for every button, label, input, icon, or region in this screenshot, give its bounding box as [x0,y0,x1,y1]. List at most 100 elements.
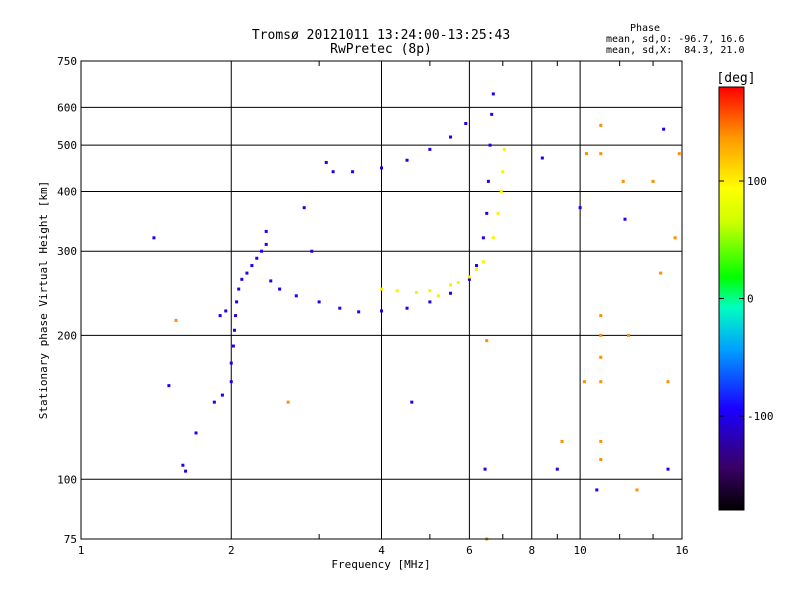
echo-point-o [269,279,273,283]
echo-point-scattered [599,333,603,337]
echo-point-x [456,281,460,285]
chart-title: Tromsø 20121011 13:24:00-13:25:43 [252,28,510,43]
echo-point-o [662,127,666,131]
echo-point-x [380,287,383,291]
echo-point-o [331,170,335,174]
echo-point-o [481,236,485,240]
echo-point-x [491,236,495,240]
echo-point-o [428,147,432,151]
echo-point-o [255,256,259,260]
echo-point-scattered [174,318,178,322]
echo-point-o [220,393,224,397]
y-tick-label: 300 [57,245,77,258]
echo-point-x [496,211,500,215]
echo-point-scattered [651,179,655,183]
echo-point-x [499,189,503,193]
echo-point-o [231,344,235,348]
echo-point-o [302,206,306,210]
echo-point-o [260,249,264,253]
echo-point-o [152,236,156,240]
phase-header-title: Phase [630,23,660,34]
x-tick-label: 10 [573,544,586,557]
colorbar-ticks: 100 0 -100 [719,175,774,423]
echo-point-o [317,300,321,304]
echo-point-o [351,170,355,174]
x-tick-label: 2 [228,544,235,557]
echo-point-o [491,92,495,96]
echo-point-o [483,467,487,471]
echo-point-x [502,147,506,151]
echo-point-o [240,277,244,281]
echo-point-scattered [599,314,603,318]
echo-point-o [167,384,171,388]
echo-point-x [414,290,418,294]
echo-point-scattered [635,488,639,492]
echo-point-o [237,287,241,291]
echo-point-o [490,112,494,116]
echo-point-o [250,264,254,268]
echo-point-o [410,400,414,404]
plot-frame [80,60,683,540]
echo-point-x [474,267,478,271]
echo-point-o [380,309,383,313]
colorbar-tick-label: 0 [747,293,754,306]
echo-point-o [181,463,185,467]
x-tick-label: 1 [78,544,85,557]
echo-point-scattered [659,271,663,275]
echo-point-o [449,135,453,139]
phase-header-x: mean, sd,X: 84.3, 21.0 [606,45,744,56]
echo-point-scattered [599,457,603,461]
y-tick-label: 500 [57,139,77,152]
echo-point-o [229,361,233,365]
y-tick-label: 75 [64,533,77,546]
echo-point-scattered [599,439,603,443]
data-points [152,92,681,541]
echo-point-o [449,291,453,295]
echo-point-o [232,328,236,332]
x-axis-ticks: 1 2 4 6 8 10 16 [78,61,689,557]
echo-point-x [481,260,485,264]
echo-point-o [294,294,298,298]
echo-point-o [278,287,282,291]
echo-point-o [229,380,233,384]
echo-point-o [666,467,670,471]
echo-point-o [405,306,409,310]
y-tick-label: 100 [57,473,77,486]
echo-point-o [488,143,492,147]
echo-point-o [245,271,249,275]
echo-point-o [235,300,239,304]
echo-point-o [474,264,478,268]
echo-point-x [467,275,471,279]
echo-point-o [428,300,432,304]
phase-header-o: mean, sd,O: -96.7, 16.6 [606,34,744,45]
echo-point-x [428,289,432,293]
echo-point-o [595,488,599,492]
echo-point-o [184,469,188,473]
echo-point-o [380,166,383,170]
echo-point-o [338,306,342,310]
echo-point-o [310,249,314,253]
colorbar-label: [deg] [716,71,755,86]
echo-point-scattered [599,123,603,127]
echo-point-o [578,206,582,210]
y-axis-ticks: 75 100 200 300 400 500 600 750 [57,55,77,546]
echo-point-o [357,310,361,314]
echo-point-o [264,242,268,246]
echo-point-scattered [582,380,586,384]
x-tick-label: 6 [466,544,473,557]
plot-grid [81,61,682,539]
echo-point-scattered [621,179,625,183]
colorbar-tick-label: -100 [747,410,774,423]
echo-point-x [501,170,505,174]
echo-point-x [395,289,399,293]
x-axis-label: Frequency [MHz] [331,558,430,571]
echo-point-o [467,277,471,281]
echo-point-o [212,400,216,404]
echo-point-scattered [626,333,630,337]
echo-point-o [194,431,198,435]
echo-point-scattered [485,339,489,343]
chart-subtitle: RwPretec (8p) [330,42,432,57]
echo-point-scattered [286,400,290,404]
y-tick-label: 750 [57,55,77,68]
